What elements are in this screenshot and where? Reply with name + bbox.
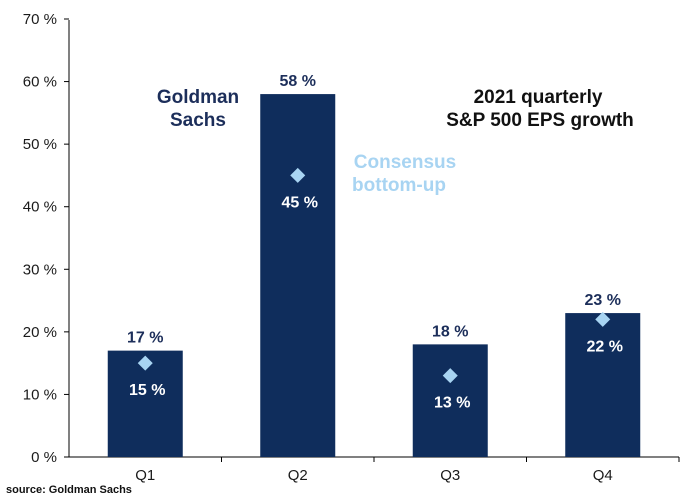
x-category-label: Q4 <box>593 467 613 484</box>
consensus-value-labels: 15 % 45 % 13 % 22 % <box>129 194 623 411</box>
x-category-label: Q3 <box>440 467 460 484</box>
consensus-annotation-line1: Consensus <box>354 152 456 173</box>
consensus-value-label: 45 % <box>282 194 318 211</box>
consensus-marker-q3 <box>442 368 458 384</box>
goldman-value-labels: 17 % 58 % 18 % 23 % <box>127 73 621 347</box>
consensus-markers <box>137 167 611 384</box>
consensus-annotation-line2: bottom-up <box>352 175 446 196</box>
source-note: source: Goldman Sachs <box>6 484 132 496</box>
y-tick-label: 50 % <box>23 136 57 153</box>
consensus-value-label: 15 % <box>129 382 165 399</box>
goldman-bar-q4 <box>565 313 641 457</box>
x-axis-categories: Q1 Q2 Q3 Q4 <box>135 457 680 484</box>
consensus-value-label: 13 % <box>434 395 470 412</box>
chart-title-line2: S&P 500 EPS growth <box>446 110 634 131</box>
y-tick-label: 70 % <box>23 11 57 28</box>
consensus-marker-q4 <box>595 311 611 327</box>
consensus-marker-q2 <box>290 167 306 183</box>
goldman-value-label: 58 % <box>280 73 316 90</box>
y-tick-label: 10 % <box>23 386 57 403</box>
y-tick-label: 60 % <box>23 74 57 91</box>
goldman-bar-q3 <box>412 344 488 457</box>
y-tick-label: 20 % <box>23 324 57 341</box>
goldman-bars <box>107 94 641 457</box>
goldman-value-label: 18 % <box>432 323 468 340</box>
y-tick-label: 40 % <box>23 199 57 216</box>
y-tick-label: 0 % <box>31 449 57 466</box>
x-category-label: Q2 <box>288 467 308 484</box>
consensus-marker-q1 <box>137 355 153 371</box>
chart-title-line1: 2021 quarterly <box>474 87 603 108</box>
goldman-bar-q2 <box>260 94 336 457</box>
goldman-annotation-line1: Goldman <box>157 87 239 108</box>
y-axis-ticks: 0 % 10 % 20 % 30 % 40 % 50 % 60 % 70 % <box>23 11 69 466</box>
goldman-value-label: 17 % <box>127 330 163 347</box>
consensus-value-label: 22 % <box>587 338 623 355</box>
goldman-value-label: 23 % <box>585 292 621 309</box>
x-category-label: Q1 <box>135 467 155 484</box>
y-tick-label: 30 % <box>23 261 57 278</box>
goldman-annotation-line2: Sachs <box>170 110 226 131</box>
